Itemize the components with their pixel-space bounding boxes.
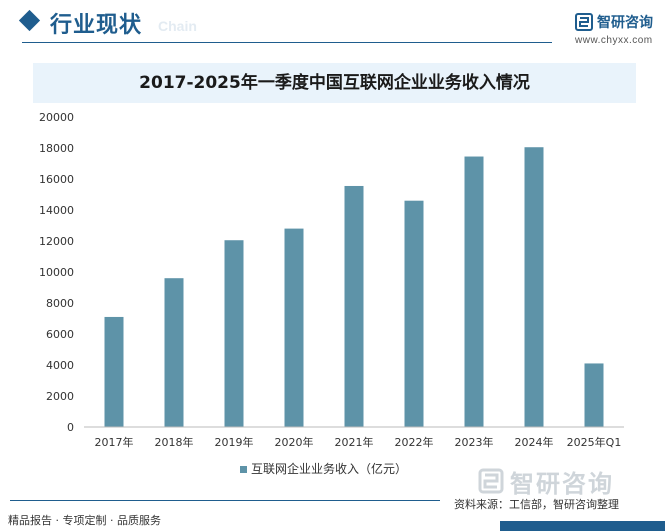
brand-name: 智研咨询 (597, 15, 653, 31)
x-tick-label: 2022年 (395, 435, 434, 449)
y-tick-label: 12000 (39, 235, 74, 248)
x-tick-label: 2020年 (275, 435, 314, 449)
y-tick-label: 0 (67, 421, 74, 434)
bar (584, 363, 604, 427)
footer-divider (10, 500, 440, 501)
y-tick-label: 20000 (39, 111, 74, 124)
bar (404, 200, 424, 427)
bar (224, 240, 244, 427)
footer-brand: 智研咨询 (510, 470, 614, 498)
bar (464, 156, 484, 427)
y-tick-label: 16000 (39, 173, 74, 186)
bar (164, 278, 184, 427)
header: 行业现状 Chain (0, 0, 665, 50)
bar (104, 316, 124, 427)
bar (344, 185, 364, 427)
y-tick-label: 18000 (39, 142, 74, 155)
footer-logo-icon (478, 468, 504, 494)
brand-url: www.chyxx.com (575, 35, 653, 46)
legend-label: 互联网企业业务收入（亿元） (251, 462, 408, 476)
footer-source: 资料来源：工信部，智研咨询整理 (454, 498, 619, 511)
x-tick-label: 2021年 (335, 435, 374, 449)
legend: 互联网企业业务收入（亿元） (240, 460, 407, 477)
chart-title: 2017-2025年一季度中国互联网企业业务收入情况 (139, 73, 530, 93)
header-divider (22, 42, 552, 43)
brand-logo-icon (575, 13, 593, 31)
y-tick-label: 10000 (39, 266, 74, 279)
footer-tagline: 精品报告 · 专项定制 · 品质服务 (8, 514, 161, 527)
chart-title-box: 2017-2025年一季度中国互联网企业业务收入情况 (33, 63, 636, 103)
legend-swatch (240, 466, 247, 473)
y-axis: 0 2000 4000 6000 8000 10000 12000 14000 16000 180… (39, 111, 74, 434)
x-tick-label: 2018年 (155, 435, 194, 449)
footer-bar (500, 521, 665, 531)
bar (284, 228, 304, 427)
bars (104, 147, 604, 427)
y-tick-label: 14000 (39, 204, 74, 217)
bar (524, 147, 544, 427)
y-tick-label: 8000 (46, 297, 74, 310)
section-subtitle: Chain (158, 18, 197, 34)
x-tick-label: 2025年Q1 (567, 435, 622, 449)
x-tick-label: 2017年 (95, 435, 134, 449)
bar-chart: 0 2000 4000 6000 8000 10000 12000 14000 16000 180… (39, 111, 624, 449)
x-tick-label: 2024年 (515, 435, 554, 449)
section-title: 行业现状 (50, 13, 143, 38)
y-tick-label: 2000 (46, 390, 74, 403)
y-tick-label: 4000 (46, 359, 74, 372)
x-tick-label: 2023年 (455, 435, 494, 449)
x-tick-label: 2019年 (215, 435, 254, 449)
x-axis: 2017年 2018年 2019年 2020年 2021年 2022年 2023年 2024年… (84, 426, 624, 449)
y-tick-label: 6000 (46, 328, 74, 341)
